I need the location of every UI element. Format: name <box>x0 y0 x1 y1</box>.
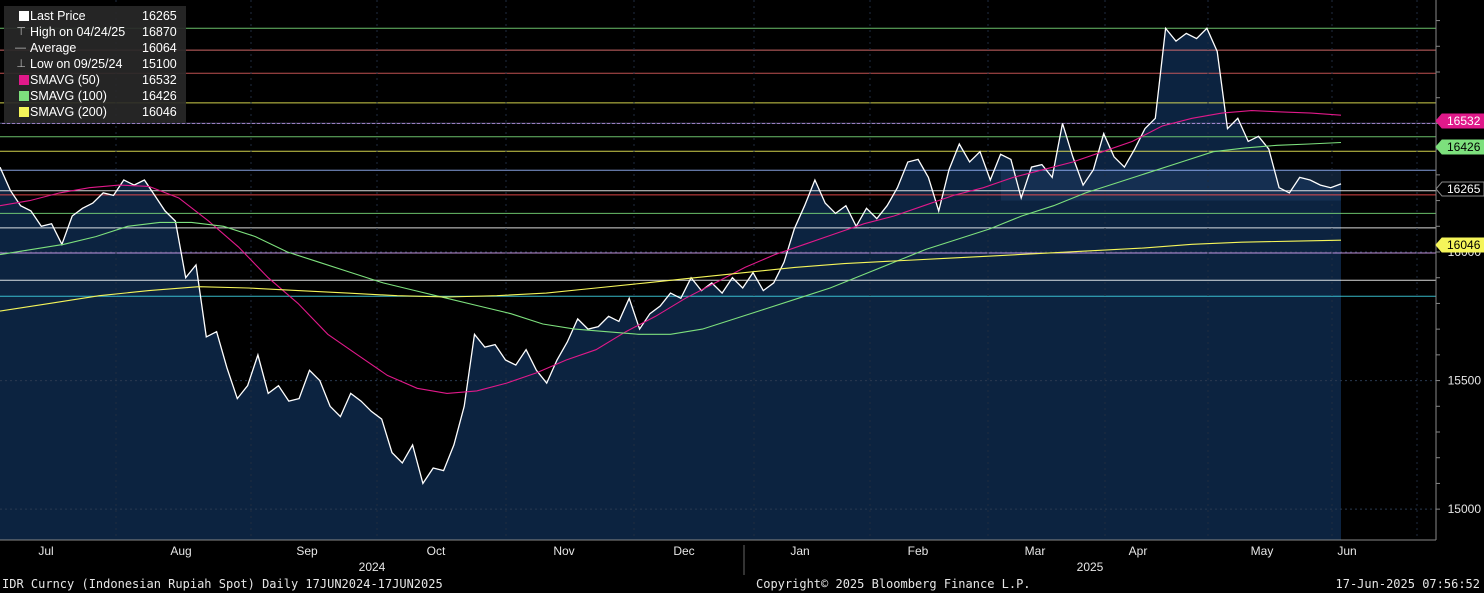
legend-swatch <box>4 88 30 104</box>
x-tick-label: Oct <box>427 544 446 558</box>
legend-item: SMAVG (50) 16532 <box>4 72 186 88</box>
legend-label: SMAVG (50) <box>30 73 100 87</box>
series-line-last-price <box>0 26 1342 485</box>
series-line-smavg-200- <box>0 239 1342 312</box>
footer-security-info: IDR Curncy (Indonesian Rupiah Spot) Dail… <box>2 577 443 591</box>
y-tick-label: 15000 <box>1448 502 1482 516</box>
value-tag-bg <box>1435 113 1484 129</box>
legend-value: 15100 <box>142 57 177 71</box>
legend-value: 16064 <box>142 41 177 55</box>
legend-label: SMAVG (100) <box>30 89 107 103</box>
legend-value: 16046 <box>142 105 177 119</box>
value-tag-bg <box>1435 181 1484 197</box>
legend-label: Last Price <box>30 9 86 23</box>
legend-label: High on 04/24/25 <box>30 25 126 39</box>
value-tag-label: 16532 <box>1447 114 1481 128</box>
price-area-fill <box>0 28 1341 541</box>
legend-swatch <box>4 104 30 120</box>
legend-marker-icon: — <box>15 42 26 54</box>
value-tag-label: 16426 <box>1447 140 1481 154</box>
value-tag-label: 16046 <box>1447 238 1481 252</box>
legend-item: ⊤ High on 04/24/25 16870 <box>4 24 186 40</box>
legend-value: 16532 <box>142 73 177 87</box>
x-tick-label: Nov <box>553 544 574 558</box>
x-tick-label: Jul <box>38 544 53 558</box>
legend-item: — Average 16064 <box>4 40 186 56</box>
legend-value: 16870 <box>142 25 177 39</box>
x-tick-label: Dec <box>673 544 694 558</box>
footer-copyright: Copyright© 2025 Bloomberg Finance L.P. <box>756 577 1031 591</box>
legend-value: 16265 <box>142 9 177 23</box>
footer-timestamp: 17-Jun-2025 07:56:52 <box>1335 577 1481 591</box>
value-tag-label: 16265 <box>1447 182 1481 196</box>
legend-label: SMAVG (200) <box>30 105 107 119</box>
legend-swatch <box>4 72 30 88</box>
legend-item: SMAVG (100) 16426 <box>4 88 186 104</box>
highlight-range-box <box>1001 169 1341 201</box>
x-tick-label: Aug <box>170 544 191 558</box>
x-tick-label: Feb <box>908 544 929 558</box>
series-line-smavg-100- <box>0 141 1342 335</box>
legend-value: 16426 <box>142 89 177 103</box>
legend-item: ⊥ Low on 09/25/24 15100 <box>4 56 186 72</box>
value-tag-bg <box>1435 237 1484 253</box>
legend-label: Low on 09/25/24 <box>30 57 123 71</box>
x-tick-label: Jun <box>1337 544 1356 558</box>
y-tick-label: 15500 <box>1448 374 1482 388</box>
legend-label: Average <box>30 41 77 55</box>
value-tag-bg <box>1435 139 1484 155</box>
legend-item: Last Price 16265 <box>4 8 186 24</box>
legend-marker-icon: ⊤ <box>16 26 26 38</box>
legend-swatch <box>4 8 30 24</box>
x-tick-label: Sep <box>296 544 318 558</box>
year-label: 2025 <box>1077 560 1104 574</box>
x-tick-label: Mar <box>1025 544 1046 558</box>
x-tick-label: Apr <box>1129 544 1148 558</box>
chart-legend: Last Price 16265 ⊤ High on 04/24/25 16870 — Av… <box>4 6 186 123</box>
legend-item: SMAVG (200) 16046 <box>4 104 186 120</box>
series-line-smavg-50- <box>0 110 1342 394</box>
legend-marker-icon: ⊥ <box>16 58 26 70</box>
x-tick-label: May <box>1251 544 1274 558</box>
year-label: 2024 <box>359 560 386 574</box>
x-tick-label: Jan <box>790 544 809 558</box>
